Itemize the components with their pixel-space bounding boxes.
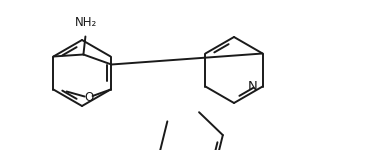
Text: O: O [84, 91, 93, 104]
Text: N: N [248, 80, 258, 93]
Text: NH₂: NH₂ [75, 15, 98, 28]
